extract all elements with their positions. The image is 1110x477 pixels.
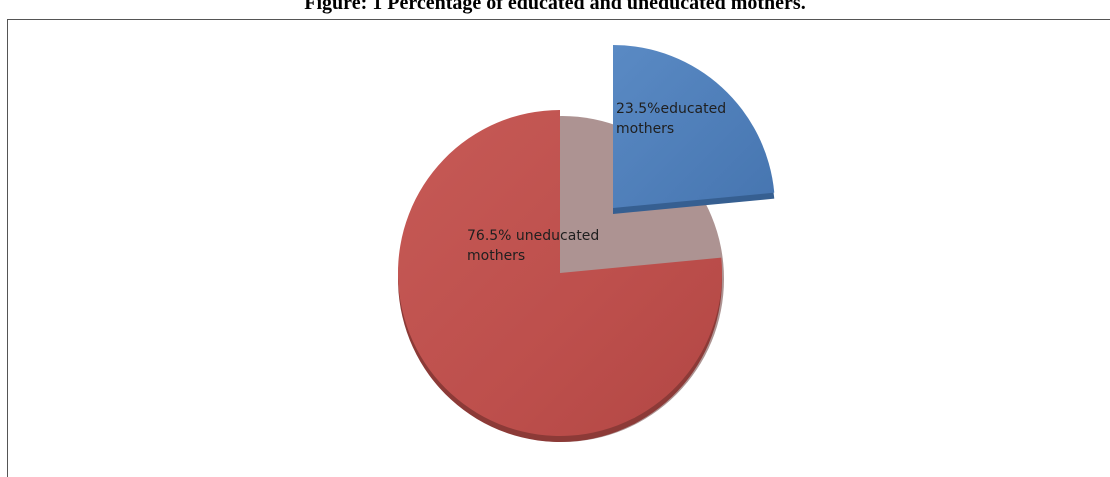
pie-slice-uneducated-mothers [398,110,723,437]
chart-frame [7,19,1110,477]
slice-label-line1: 23.5%educated [616,101,726,117]
slice-label-educated-mothers: 23.5%educated mothers [616,101,726,137]
figure-title: Figure: 1 Percentage of educated and une… [304,0,806,14]
slice-label-uneducated-mothers: 76.5% uneducated mothers [467,228,599,264]
slice-label-line2: mothers [467,248,525,264]
pie-slices [398,45,775,437]
pie-slice-educated-mothers [613,45,775,208]
slice-label-line1: 76.5% uneducated [467,228,599,244]
slice-label-line2: mothers [616,121,674,137]
pie-labels: 23.5%educated mothers 76.5% uneducated moth… [467,101,726,264]
